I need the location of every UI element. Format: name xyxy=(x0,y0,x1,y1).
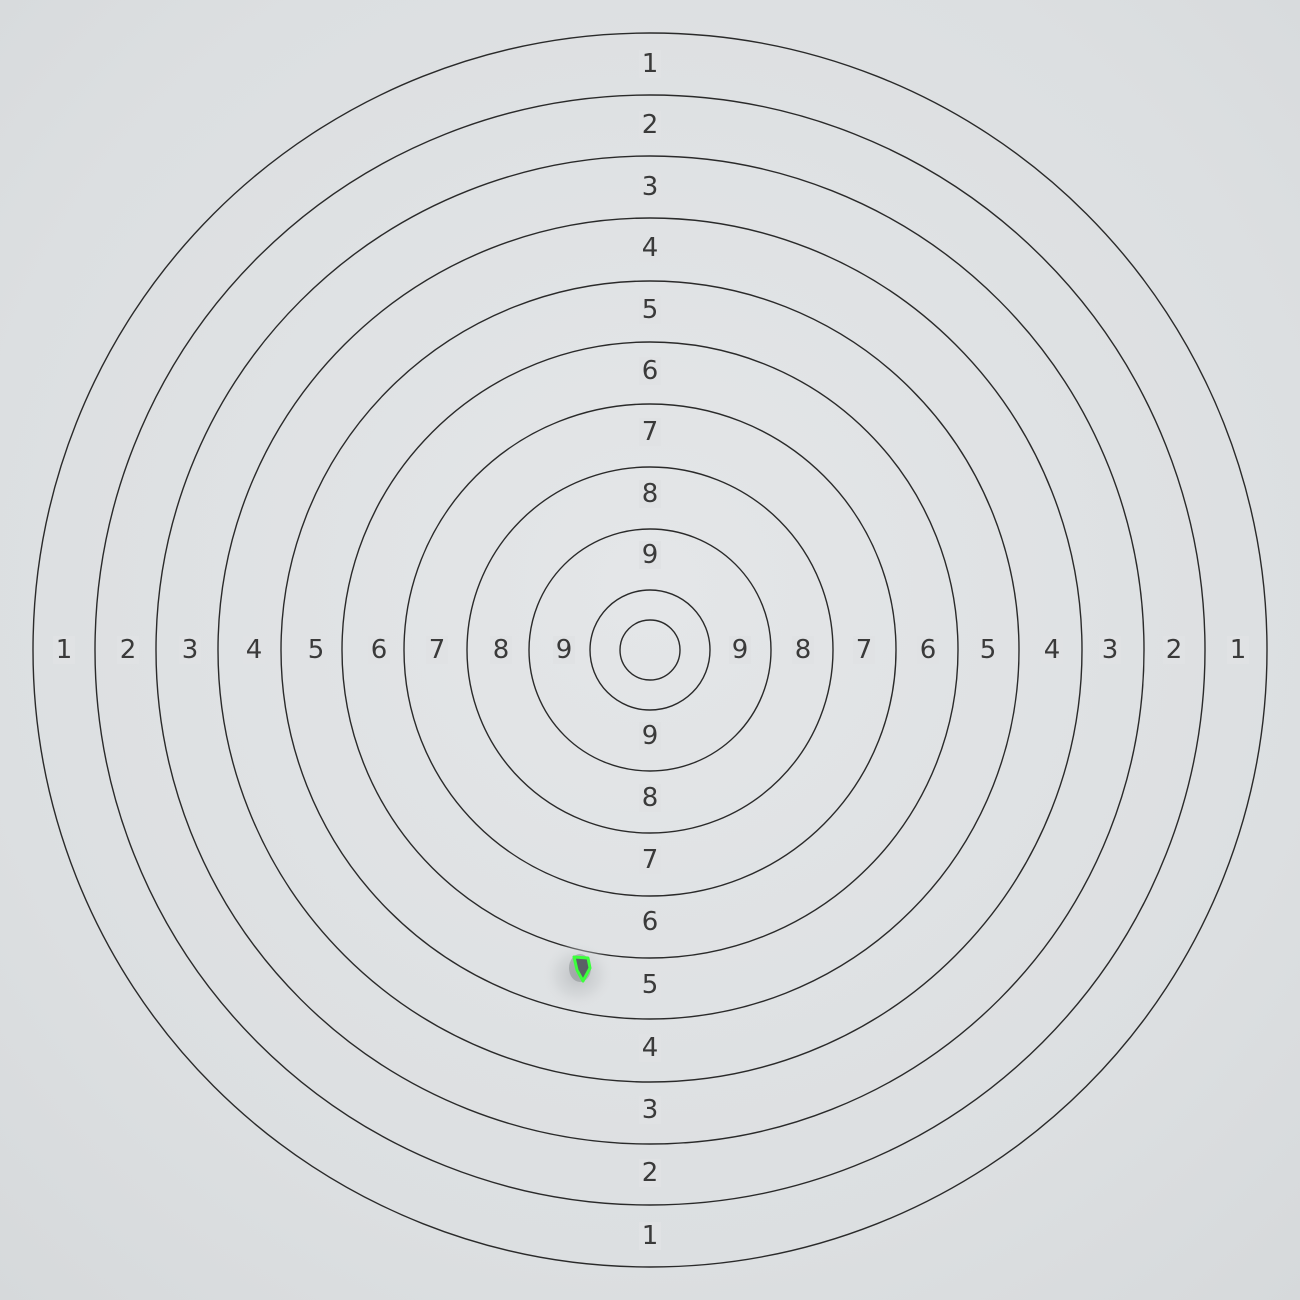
ring-label-left: 3 xyxy=(182,635,199,665)
ring-label-left: 8 xyxy=(493,635,510,665)
label-background xyxy=(639,908,661,936)
ring-label-top: 3 xyxy=(642,172,659,202)
ring-label-left: 9 xyxy=(556,635,573,665)
label-background xyxy=(117,636,139,664)
ring-label-right: 6 xyxy=(920,635,937,665)
label-background xyxy=(639,1034,661,1062)
ring-label-bottom: 1 xyxy=(642,1221,659,1251)
label-background xyxy=(639,234,661,262)
ring-circle xyxy=(589,589,711,711)
ring-circle xyxy=(341,341,959,959)
ring-label-top: 9 xyxy=(642,540,659,570)
label-background xyxy=(639,541,661,569)
ring-circle xyxy=(94,94,1206,1206)
label-background xyxy=(305,636,327,664)
label-background xyxy=(639,357,661,385)
scoring-rings xyxy=(32,32,1268,1268)
ring-label-top: 1 xyxy=(642,49,659,79)
label-background xyxy=(53,636,75,664)
ring-label-left: 1 xyxy=(56,635,73,665)
ring-circle xyxy=(280,280,1020,1020)
ring-label-top: 7 xyxy=(642,417,659,447)
ring-circle xyxy=(403,403,897,897)
bullet-hole xyxy=(542,941,614,1009)
label-background xyxy=(792,636,814,664)
ring-label-left: 2 xyxy=(120,635,137,665)
label-background xyxy=(1163,636,1185,664)
ring-label-top: 5 xyxy=(642,295,659,325)
ring-label-bottom: 4 xyxy=(642,1033,659,1063)
label-background xyxy=(639,418,661,446)
ring-labels: 1 2 3 4 5 6 7 8 9 1 2 3 4 5 6 7 8 9 9 8 7 6 5 4 3 2 1 9 8 7 6 5 4 3 2 1 xyxy=(53,49,1249,1251)
ring-circle xyxy=(619,619,681,681)
label-background xyxy=(853,636,875,664)
ring-label-left: 5 xyxy=(308,635,325,665)
ring-label-top: 4 xyxy=(642,233,659,263)
ring-label-bottom: 9 xyxy=(642,721,659,751)
ring-label-right: 8 xyxy=(795,635,812,665)
label-background xyxy=(639,1159,661,1187)
label-background xyxy=(368,636,390,664)
label-background xyxy=(1227,636,1249,664)
label-background xyxy=(179,636,201,664)
label-background xyxy=(639,111,661,139)
ring-label-right: 4 xyxy=(1044,635,1061,665)
label-background xyxy=(639,50,661,78)
label-background xyxy=(639,173,661,201)
ring-label-left: 6 xyxy=(371,635,388,665)
ring-label-bottom: 2 xyxy=(642,1158,659,1188)
ring-label-top: 2 xyxy=(642,110,659,140)
ring-circle xyxy=(466,466,834,834)
label-background xyxy=(639,971,661,999)
label-background xyxy=(639,1222,661,1250)
label-background xyxy=(1041,636,1063,664)
ring-label-bottom: 5 xyxy=(642,970,659,1000)
ring-label-right: 7 xyxy=(856,635,873,665)
ring-label-top: 6 xyxy=(642,356,659,386)
label-background xyxy=(639,1096,661,1124)
ring-label-left: 7 xyxy=(429,635,446,665)
label-background xyxy=(639,722,661,750)
label-background xyxy=(639,784,661,812)
ring-label-left: 4 xyxy=(246,635,263,665)
ring-label-right: 1 xyxy=(1230,635,1247,665)
ring-label-bottom: 8 xyxy=(642,783,659,813)
ring-label-right: 3 xyxy=(1102,635,1119,665)
label-background xyxy=(553,636,575,664)
label-background xyxy=(917,636,939,664)
label-background xyxy=(243,636,265,664)
ring-label-bottom: 3 xyxy=(642,1095,659,1125)
ring-circle xyxy=(155,155,1145,1145)
ring-label-bottom: 7 xyxy=(642,845,659,875)
label-background xyxy=(639,480,661,508)
label-background xyxy=(729,636,751,664)
ring-label-bottom: 6 xyxy=(642,907,659,937)
ring-label-right: 2 xyxy=(1166,635,1183,665)
ring-label-right: 5 xyxy=(980,635,997,665)
ring-circle xyxy=(217,217,1083,1083)
label-background xyxy=(490,636,512,664)
ring-label-right: 9 xyxy=(732,635,749,665)
ring-circle xyxy=(32,32,1268,1268)
ring-circle xyxy=(528,528,772,772)
label-background xyxy=(639,296,661,324)
label-background xyxy=(426,636,448,664)
label-background xyxy=(977,636,999,664)
ring-label-top: 8 xyxy=(642,479,659,509)
label-background xyxy=(1099,636,1121,664)
label-background xyxy=(639,846,661,874)
hole-highlight-marker xyxy=(572,955,592,983)
